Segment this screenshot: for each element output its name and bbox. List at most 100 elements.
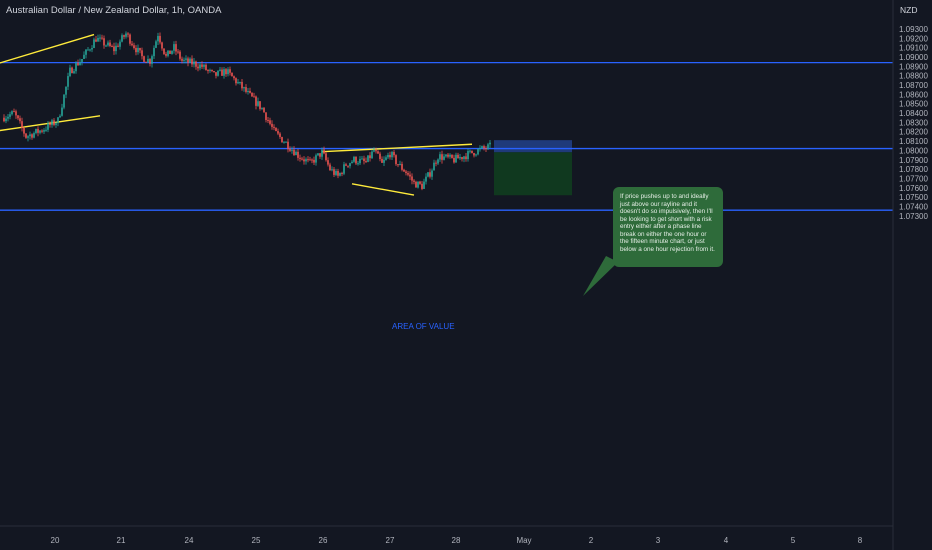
candle-body [259,101,261,109]
trend-line [351,183,415,196]
price-tick-label: 1.08500 [899,100,928,109]
area-of-value-label: AREA OF VALUE [392,322,455,331]
candle-body [73,71,75,74]
candle-body [315,155,317,163]
candle-body [57,117,59,124]
candle-body [159,35,161,43]
candle-body [399,163,401,165]
candle-body [151,56,153,64]
candle-body [47,123,49,130]
candle-body [479,147,481,150]
candle-body [161,42,163,49]
candle-body [143,56,145,62]
candlestick-series [3,31,491,191]
candle-body [375,150,377,152]
candle-body [285,141,287,143]
candle-body [397,164,399,166]
candle-body [103,38,105,46]
candle-body [435,162,437,164]
trade-plan-note[interactable]: If price pushes up to and ideally just a… [613,187,723,267]
candle-body [227,69,229,75]
candle-body [153,47,155,57]
horizontal-levels[interactable] [0,61,893,211]
candle-body [39,130,41,133]
price-tick-label: 1.08200 [899,128,928,137]
candle-body [29,134,31,137]
time-tick-label: May [516,536,531,545]
price-tick-label: 1.07600 [899,184,928,193]
candle-body [415,181,417,188]
time-axis[interactable]: 20 21 24 25 26 27 28 May 2 3 4 5 8 [51,536,863,545]
candle-body [171,50,173,54]
candle-body [349,163,351,167]
candle-body [289,149,291,151]
candle-body [155,41,157,48]
candle-body [355,156,357,164]
price-tick-label: 1.09100 [899,44,928,53]
candle-body [163,48,165,54]
quote-currency-label: NZD [900,5,918,15]
trend-lines[interactable] [0,33,473,196]
candle-body [71,67,73,74]
candle-body [445,154,447,157]
candle-body [37,128,39,133]
candle-body [193,61,195,65]
candle-body [233,76,235,79]
candle-body [33,133,35,138]
price-axis[interactable]: 1.093001.092001.091001.090001.089001.088… [899,25,928,221]
candle-body [77,62,79,66]
candle-body [67,76,69,87]
candle-body [125,33,127,37]
candle-body [473,153,475,156]
candle-body [129,34,131,44]
candle-body [27,136,29,138]
candle-body [183,59,185,61]
candle-body [371,151,373,159]
candle-body [275,127,277,132]
price-tick-label: 1.09200 [899,34,928,43]
price-tick-label: 1.08600 [899,90,928,99]
candle-body [457,154,459,159]
candle-body [23,127,25,134]
time-tick-label: 4 [724,536,729,545]
candle-body [431,170,433,177]
price-tick-label: 1.08100 [899,137,928,146]
candle-body [335,171,337,175]
candle-body [133,45,135,49]
candle-body [19,118,21,122]
candle-body [389,154,391,158]
candle-body [297,151,299,158]
candle-body [253,96,255,98]
candle-body [365,161,367,163]
candle-body [483,146,485,149]
time-tick-label: 26 [319,536,328,545]
candle-body [393,152,395,156]
candle-body [485,148,487,150]
candle-body [441,154,443,160]
candle-body [353,156,355,162]
candle-body [107,42,109,46]
candle-body [177,51,179,53]
price-tick-label: 1.07700 [899,174,928,183]
candle-body [427,172,429,177]
candle-body [459,157,461,159]
candle-body [83,54,85,59]
candle-body [287,141,289,150]
candle-body [369,155,371,159]
candle-body [247,90,249,92]
candle-body [235,78,237,84]
candle-body [205,64,207,71]
candle-body [209,69,211,71]
candle-body [221,69,223,76]
candle-body [99,37,101,39]
candle-body [301,158,303,160]
candle-body [251,92,253,97]
candle-body [215,72,217,76]
candle-body [25,133,27,138]
candle-body [69,67,71,77]
candle-body [337,171,339,176]
candle-body [173,44,175,51]
candle-body [45,129,47,131]
position-tool-zones[interactable] [494,140,572,196]
